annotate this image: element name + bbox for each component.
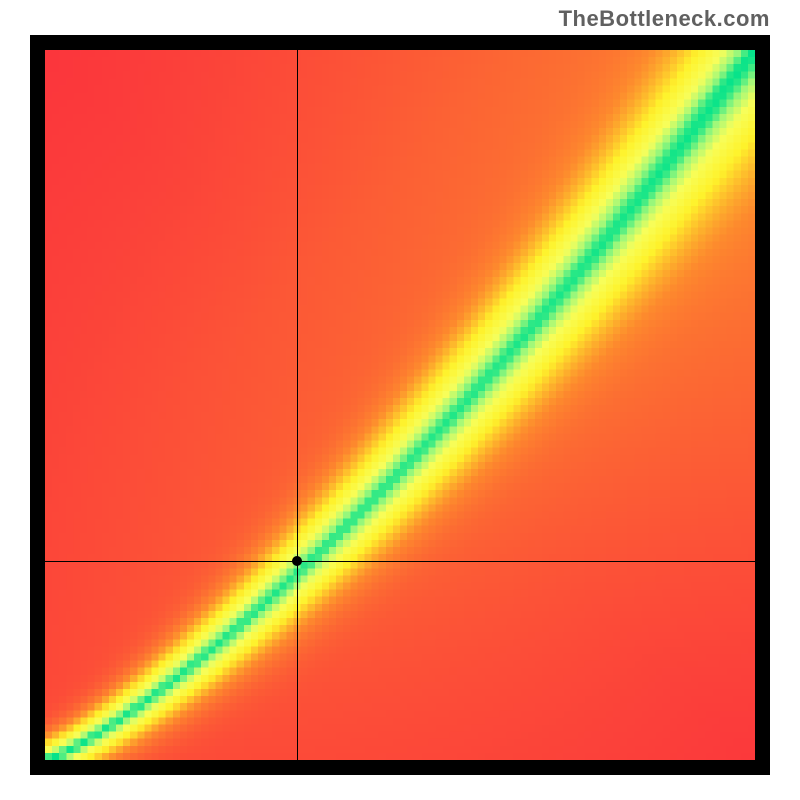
heatmap-canvas <box>45 50 755 760</box>
crosshair-horizontal <box>45 561 755 562</box>
plot-area <box>45 50 755 760</box>
crosshair-vertical <box>297 50 298 760</box>
plot-border <box>30 35 770 775</box>
watermark-text: TheBottleneck.com <box>559 6 770 32</box>
chart-container: TheBottleneck.com <box>0 0 800 800</box>
crosshair-marker <box>292 556 302 566</box>
